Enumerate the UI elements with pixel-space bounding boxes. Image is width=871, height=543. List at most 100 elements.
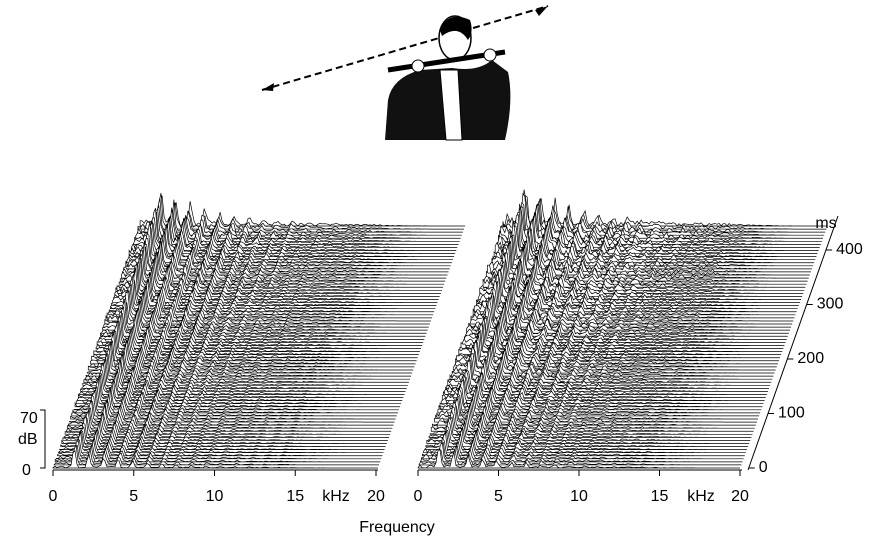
- x-tick-label: 5: [129, 488, 138, 505]
- spectrum-slice: [446, 369, 770, 389]
- spectrum-slice: [455, 340, 778, 365]
- x-tick-label: 15: [286, 488, 304, 505]
- time-tick-label: 200: [797, 350, 824, 367]
- level-unit: dB: [18, 431, 38, 448]
- spectrum-slice: [473, 279, 797, 313]
- spectrum-slice: [69, 399, 395, 423]
- x-tick-label: 15: [651, 488, 669, 505]
- time-tick-label: 100: [778, 405, 805, 422]
- spectrum-slice: [122, 240, 448, 276]
- spectrum-slice: [444, 374, 767, 395]
- spectrum-slice: [139, 195, 466, 227]
- spectrum-slice: [479, 268, 803, 298]
- spectrum-slice: [436, 396, 760, 417]
- spectrum-slice: [459, 322, 783, 352]
- spectrum-slice: [433, 400, 756, 426]
- spectrum-slice: [426, 424, 750, 444]
- spectrum-slice: [417, 449, 740, 469]
- spectrum-slice: [424, 430, 747, 450]
- spectrum-slice: [460, 323, 784, 349]
- spectrum-slice: [66, 409, 393, 429]
- spectrum-slice: [497, 211, 820, 249]
- spectrum-slice: [481, 260, 805, 291]
- spectrum-slice: [462, 317, 786, 343]
- spectrum-slice: [487, 241, 810, 276]
- spectrum-slice: [456, 335, 779, 362]
- spectrum-slice: [483, 254, 807, 285]
- spectrum-slice: [498, 206, 821, 246]
- spectrum-slice: [458, 327, 782, 356]
- time-tick-label: 400: [836, 241, 863, 258]
- spectrum-slice: [448, 357, 772, 383]
- spectrum-slice: [105, 291, 431, 322]
- spectrum-slice: [470, 292, 794, 322]
- x-tick-label: 20: [731, 488, 749, 505]
- spectrum-slice: [482, 253, 806, 288]
- spectrum-slice: [477, 273, 800, 304]
- spectrum-slice: [502, 192, 826, 233]
- level-bracket: [40, 409, 46, 469]
- x-unit: kHz: [322, 488, 350, 505]
- spectrum-slice: [125, 238, 451, 267]
- spectrum-slice: [86, 347, 413, 374]
- x-axis-title: Frequency: [359, 519, 435, 536]
- spectrum-slice: [428, 416, 752, 438]
- time-tick-label: 0: [759, 459, 768, 476]
- spectrum-slice: [450, 352, 774, 377]
- time-axis-line: [747, 215, 839, 471]
- x-tick-label: 10: [206, 488, 224, 505]
- waterfalls: [52, 189, 828, 469]
- x-tick-label: 5: [494, 488, 503, 505]
- level-bottom: 0: [22, 462, 31, 479]
- spectrum-slice: [484, 252, 808, 282]
- spectrum-slice: [71, 394, 397, 417]
- spectrum-slice: [451, 345, 775, 374]
- spectrum-slice: [96, 320, 423, 346]
- spectrum-slice: [435, 397, 758, 420]
- spectrum-slice: [107, 286, 434, 316]
- spectrum-slice: [420, 442, 744, 460]
- spectrum-slice: [418, 448, 742, 466]
- spectrum-slice: [449, 354, 773, 380]
- spectrum-slice: [471, 292, 795, 319]
- spectrum-slice: [457, 330, 781, 359]
- spectrum-slice: [130, 219, 457, 251]
- x-tick-label: 10: [570, 488, 588, 505]
- spectrum-slice: [52, 449, 378, 469]
- flute-player: [261, 5, 549, 141]
- x-tick-label: 20: [367, 488, 385, 505]
- axes: [40, 215, 839, 476]
- spectrum-slice: [79, 373, 405, 395]
- spectrum-slice: [430, 409, 754, 432]
- spectrum-slice: [503, 189, 827, 230]
- spectrum-slice: [495, 214, 819, 251]
- time-unit: ms: [815, 215, 836, 232]
- spectrum-slice: [504, 194, 828, 227]
- spectrum-slice: [422, 436, 745, 457]
- spectrum-slice: [119, 249, 446, 282]
- spectrum-slice: [443, 373, 766, 398]
- spectrum-slice: [132, 217, 458, 248]
- spectrum-slice: [431, 406, 755, 429]
- spectrum-slice: [429, 416, 753, 435]
- spectrum-slice: [126, 233, 452, 264]
- level-top: 70: [20, 410, 38, 427]
- x-tick-label: 0: [49, 488, 58, 505]
- spectrum-slice: [467, 305, 790, 331]
- x-unit: kHz: [687, 488, 715, 505]
- spectrum-slice: [493, 224, 817, 258]
- spectrum-slice: [134, 211, 460, 243]
- spectrum-slice: [492, 219, 816, 261]
- x-tick-label: 0: [414, 488, 423, 505]
- spectrum-slice: [463, 316, 787, 340]
- spectrum-slice: [115, 264, 441, 295]
- spectrum-slice: [108, 283, 435, 313]
- spectrum-slice: [441, 376, 765, 401]
- spectrum-slice: [439, 384, 763, 408]
- time-tick-label: 300: [817, 296, 844, 313]
- spectrum-slice: [454, 340, 777, 368]
- spectrum-slice: [465, 313, 788, 337]
- spectrum-slice: [423, 431, 746, 454]
